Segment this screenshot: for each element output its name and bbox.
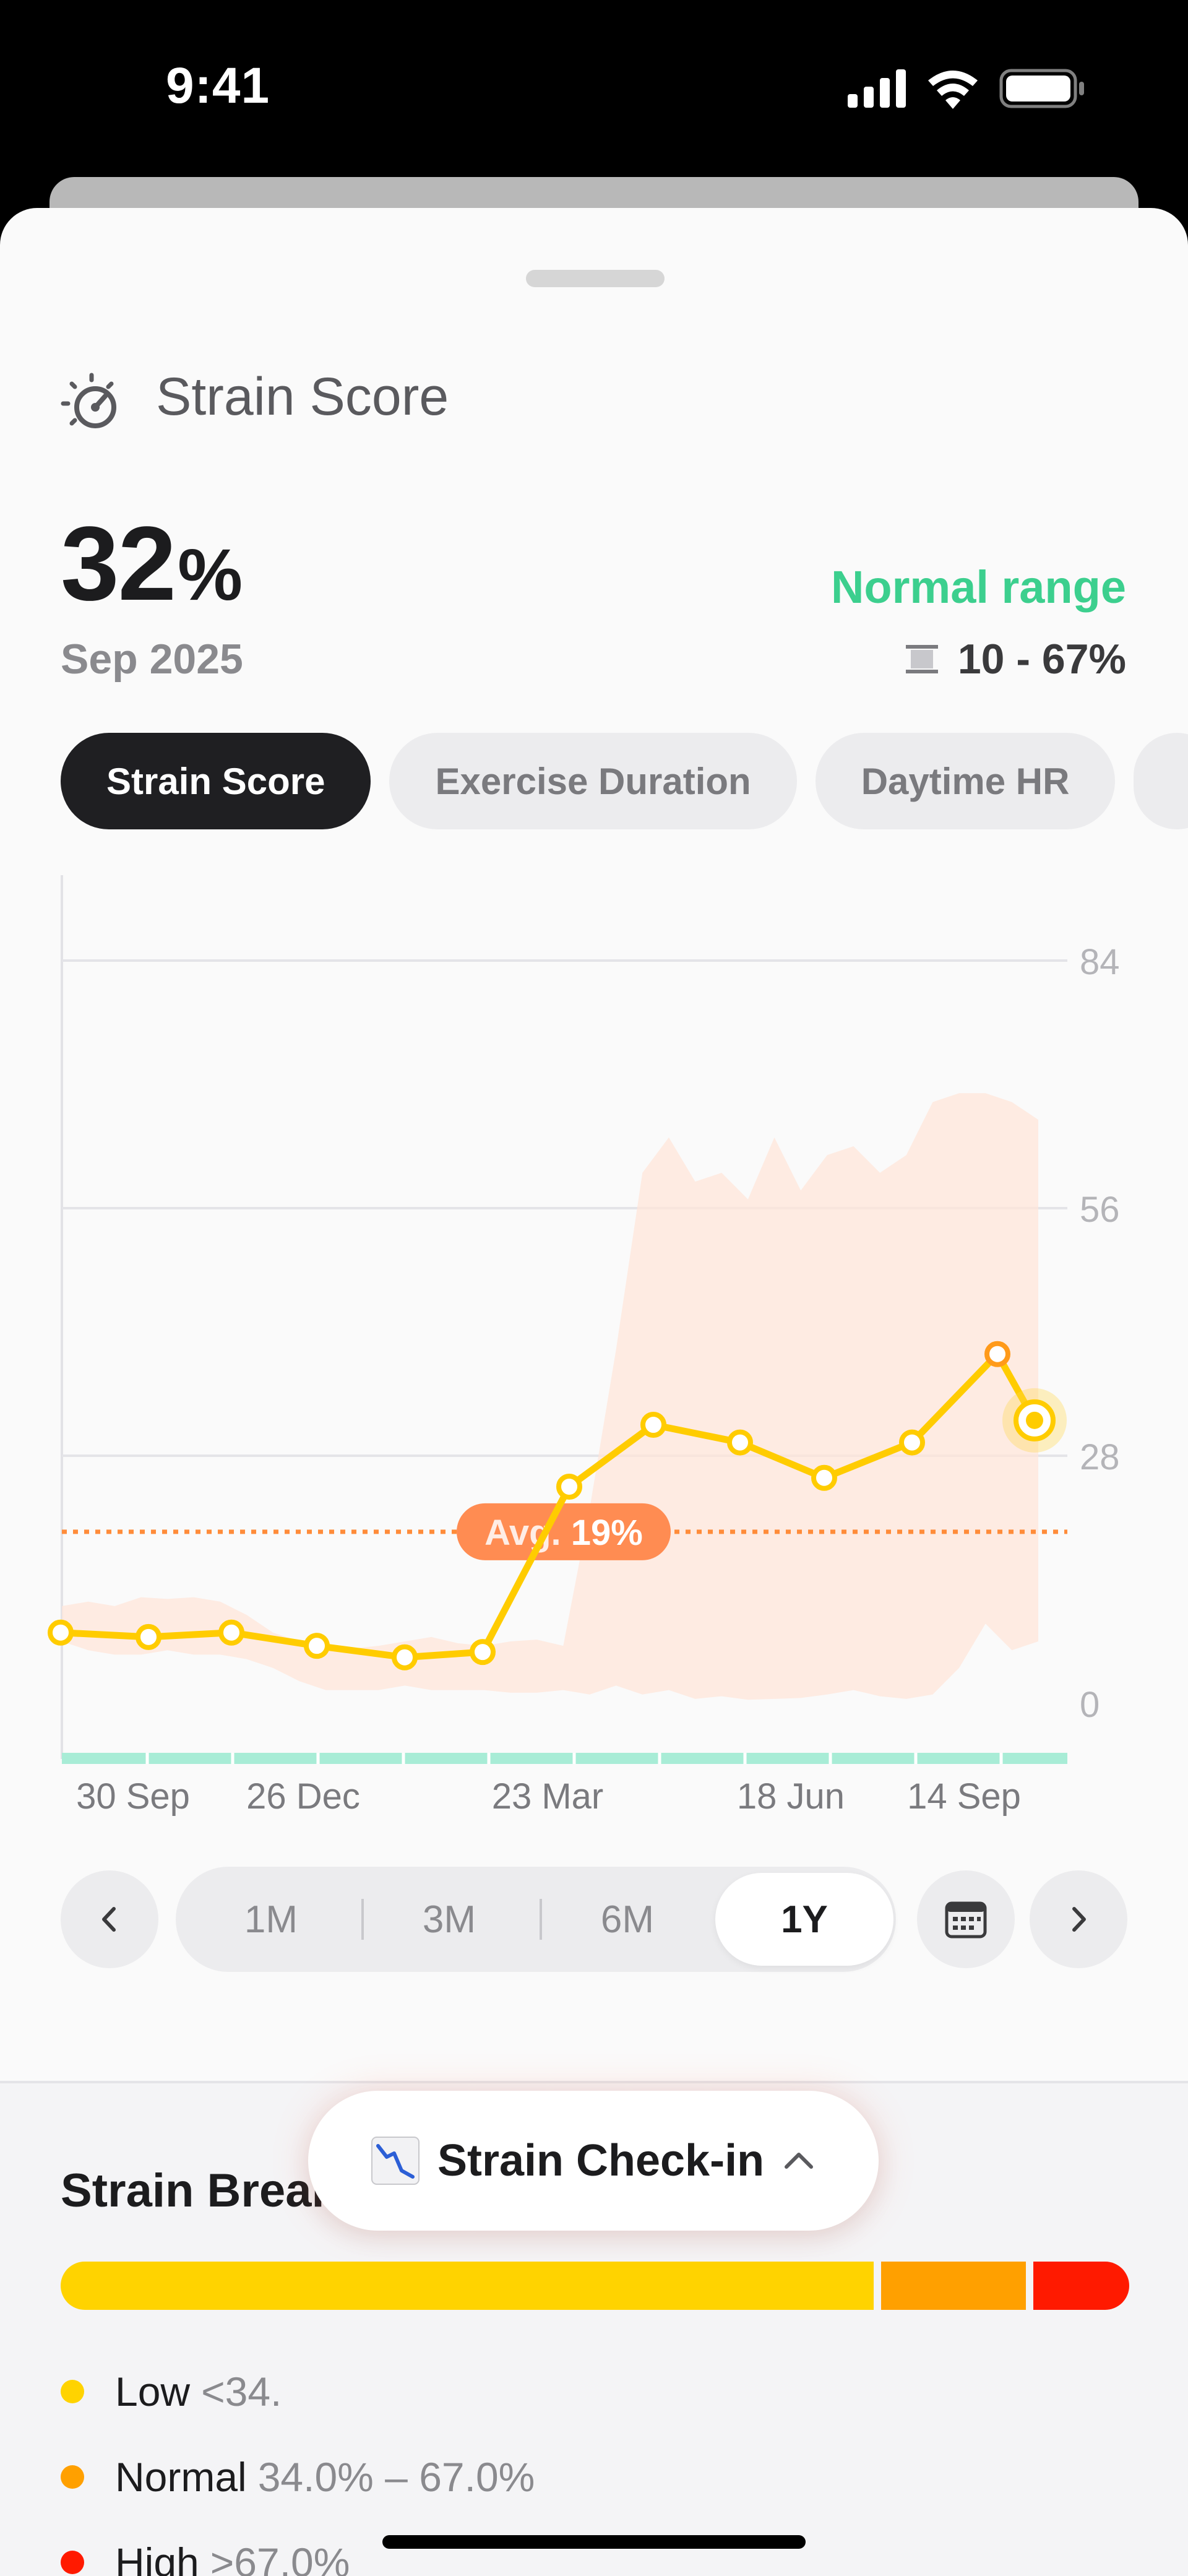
range-option-1m[interactable]: 1M [244,1898,298,1941]
range-option-6m[interactable]: 6M [600,1898,655,1941]
y-tick-label: 56 [1080,1190,1120,1230]
data-point [136,1623,161,1650]
breakdown-bar [61,2262,1130,2310]
average-line-group: Avg. 19% [62,1503,1067,1560]
strain-chart[interactable]: Avg. 19% 0 28 56 84 30 Sep 26 Dec 23 Mar 18 Jun… [0,858,1188,1861]
range-bracket-icon [905,645,938,673]
data-point [218,1619,244,1646]
chevron-right-icon [1072,1907,1086,1932]
tab-exercise-duration[interactable]: Exercise Duration [389,733,797,829]
home-indicator [382,2535,806,2549]
average-badge-bg [457,1503,671,1560]
chart-series [48,1341,1067,1671]
calendar-icon [945,1901,987,1938]
normal-range-value: 10 - 67% [957,636,1126,683]
data-point [640,1412,666,1438]
time-range-selector: 1M 3M 6M 1Y [176,1867,896,1972]
page-title: Strain Score [156,367,449,426]
range-option-3m[interactable]: 3M [422,1898,476,1941]
legend-item-normal: Normal 34.0% – 67.0% [61,2453,535,2500]
current-date: Sep 2025 [61,636,243,683]
legend-dot-normal [61,2465,84,2489]
tab-strain-score[interactable]: Strain Score [61,733,371,829]
tab-daytime-hr[interactable]: Daytime HR [815,733,1116,829]
chart-band [62,1093,1038,1700]
trend-chart-icon [371,2137,420,2185]
current-value-unit: % [178,534,243,616]
previous-period-button[interactable] [61,1870,158,1968]
breakdown-segment-low [61,2262,874,2310]
data-point [984,1341,1010,1367]
selected-point-core [1026,1411,1043,1429]
legend-item-low: Low <34. [61,2368,282,2415]
breakdown-segment-high [1033,2262,1130,2310]
legend-range: >67.0% [210,2539,350,2576]
legend-range: 34.0% – 67.0% [257,2454,535,2500]
data-point [556,1474,582,1500]
current-value-number: 32 [61,505,176,623]
time-range-controls: 1M 3M 6M 1Y [61,1867,1127,1972]
range-divider [361,1899,364,1940]
data-point [470,1639,496,1666]
data-point [811,1464,837,1491]
legend-dot-high [61,2551,84,2574]
chart-axis-labels: 0 28 56 84 30 Sep 26 Dec 23 Mar 18 Jun 14 Sep [76,942,1119,1817]
normal-range-value-row: 10 - 67% [903,635,1126,683]
data-point [727,1429,753,1456]
data-point [899,1429,925,1456]
data-point [392,1644,418,1671]
legend-dot-low [61,2380,84,2403]
x-tick-label: 14 Sep [907,1776,1021,1817]
normal-range-band [62,1093,1038,1700]
legend-name: Normal [115,2454,247,2500]
y-tick-label: 84 [1080,942,1120,982]
breakdown-segment-normal [880,2262,1027,2310]
average-badge-text: Avg. 19% [484,1513,643,1553]
tab-more[interactable] [1134,733,1188,829]
status-time: 9:41 [166,58,270,114]
sheet-grabber[interactable] [526,270,665,287]
y-tick-label: 28 [1080,1437,1120,1477]
legend-name: Low [115,2369,191,2414]
range-divider [540,1899,542,1940]
metric-tabs: Strain Score Exercise Duration Daytime H… [61,733,1188,829]
x-tick-label: 30 Sep [76,1776,190,1817]
legend-item-high: High >67.0% [61,2539,350,2576]
next-period-button[interactable] [1030,1870,1127,1968]
calendar-button[interactable] [917,1870,1015,1968]
status-icons [848,69,1084,109]
check-in-label: Strain Check-in [437,2136,765,2185]
strain-gauge-icon [61,373,116,428]
battery-icon [999,69,1084,108]
x-tick-label: 23 Mar [492,1776,604,1817]
range-option-1y[interactable]: 1Y [715,1873,893,1966]
chevron-left-icon [102,1907,116,1932]
wifi-icon [928,71,978,109]
x-tick-label: 26 Dec [246,1776,360,1817]
data-point [304,1633,330,1659]
current-value: 32% [61,511,243,616]
strain-check-in-button[interactable]: Strain Check-in [308,2091,879,2231]
status-bar: 9:41 [0,0,1188,179]
average-badge: Avg. 19% [457,1503,671,1560]
data-point [48,1619,74,1646]
x-axis-baseline [62,1753,1067,1764]
legend-range: <34. [201,2369,282,2414]
section-divider [0,2081,1188,2083]
x-tick-label: 18 Jun [737,1776,845,1817]
legend-name: High [115,2539,199,2576]
y-tick-label: 0 [1080,1685,1100,1725]
normal-range-label: Normal range [830,561,1126,613]
chevron-up-icon [785,2153,814,2169]
cellular-signal-icon [848,69,906,108]
